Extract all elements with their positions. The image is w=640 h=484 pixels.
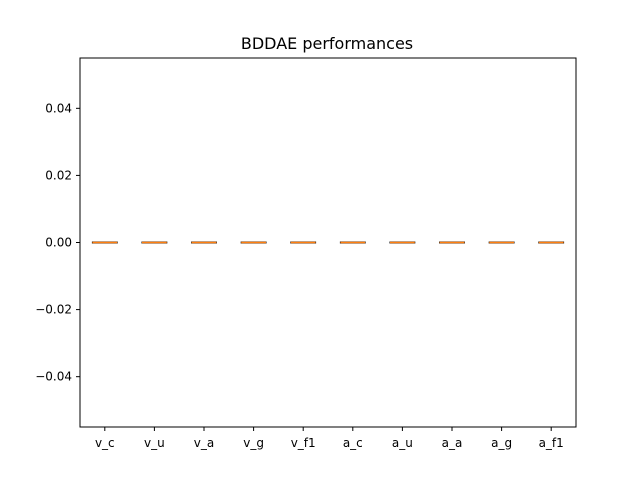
x-tick-label: v_a	[194, 436, 214, 450]
x-tick-label: a_a	[442, 436, 463, 450]
box-series	[91, 241, 565, 244]
box-a_a	[439, 241, 465, 244]
box-v_g	[240, 241, 267, 244]
y-tick-label: −0.04	[35, 370, 72, 384]
x-tick-label: v_f1	[291, 436, 316, 450]
x-tick-label: a_f1	[539, 436, 564, 450]
box-v_u	[141, 241, 168, 244]
y-axis: −0.04 −0.02 0.00 0.02 0.04	[35, 101, 80, 384]
y-tick-label: −0.02	[35, 303, 72, 317]
x-tick-label: v_u	[144, 436, 165, 450]
box-v_c	[91, 241, 118, 244]
y-tick-label: 0.04	[45, 101, 72, 115]
plot-area-frame	[79, 57, 577, 428]
box-a_c	[339, 241, 366, 244]
box-a_g	[488, 241, 515, 244]
x-tick-label: a_u	[392, 436, 413, 450]
x-axis: v_c v_u v_a v_g v_f1 a_c a_u a_a a_g a_f1	[95, 427, 564, 450]
y-tick-label: 0.00	[45, 236, 72, 250]
box-a_u	[389, 241, 416, 244]
x-tick-label: a_c	[343, 436, 363, 450]
box-a_f1	[538, 241, 565, 244]
x-tick-label: a_g	[491, 436, 512, 450]
x-tick-label: v_g	[243, 436, 264, 450]
box-v_a	[191, 241, 217, 244]
y-tick-label: 0.02	[45, 168, 72, 182]
x-tick-label: v_c	[95, 436, 115, 450]
chart-title: BDDAE performances	[241, 34, 413, 53]
box-v_f1	[290, 241, 317, 244]
